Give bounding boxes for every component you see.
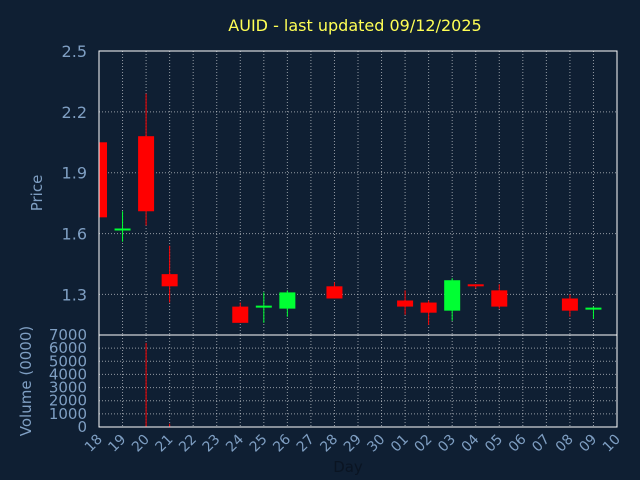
candle-body [444, 280, 461, 311]
volume-tick-label: 4000 [49, 365, 87, 383]
volume-tick-label: 1000 [49, 405, 87, 423]
candle [255, 292, 272, 323]
candle-body [326, 286, 343, 299]
candle-body [397, 300, 414, 307]
price-tick-label: 1.6 [62, 225, 87, 244]
candle [561, 294, 578, 317]
candle-body [138, 136, 155, 212]
candle [585, 306, 602, 319]
volume-tick-label: 5000 [49, 352, 87, 370]
candle [397, 290, 414, 315]
candle [279, 290, 296, 317]
price-tick-label: 2.5 [62, 42, 87, 61]
candles [98, 93, 602, 325]
price-tick-label: 1.9 [62, 164, 87, 183]
candle [138, 93, 155, 226]
price-tick-label: 1.3 [62, 285, 87, 304]
candle-body [99, 142, 107, 218]
candle [420, 300, 437, 325]
candle-body [232, 306, 249, 323]
candle-body [561, 298, 578, 311]
price-axis-label: Price [28, 175, 46, 212]
candle-body [161, 274, 178, 287]
volume-tick-label: 6000 [49, 339, 87, 357]
chart-title: AUID - last updated 09/12/2025 [228, 16, 481, 35]
candle-body [491, 290, 508, 307]
candle [161, 245, 178, 303]
volume-tick-label: 3000 [49, 379, 87, 397]
candle [98, 142, 107, 218]
candle [326, 282, 343, 299]
x-axis: 18 19 20 21 22 23 24 25 26 27 28 29 30 01 02 03 04 05 06 07… [82, 431, 624, 455]
candle [232, 302, 249, 323]
volume-tick-label: 2000 [49, 392, 87, 410]
candle-body [420, 302, 437, 313]
price-tick-label: 2.2 [62, 103, 87, 122]
candle-body [279, 292, 296, 309]
volume-axis-label: Volume (0000) [17, 326, 35, 436]
candle [491, 284, 508, 309]
price-axis: 1.3 1.6 1.9 2.2 2.5 [62, 42, 87, 304]
x-axis-label: Day [333, 458, 363, 476]
candle-body [467, 284, 484, 287]
price-grid [98, 50, 618, 335]
candle [467, 284, 484, 289]
volume-tick-label: 0 [77, 418, 87, 436]
candle [114, 211, 131, 242]
volume-panel-frame [98, 334, 618, 428]
volume-bars [145, 342, 171, 427]
candle [444, 278, 461, 321]
volume-tick-label: 7000 [49, 326, 87, 344]
